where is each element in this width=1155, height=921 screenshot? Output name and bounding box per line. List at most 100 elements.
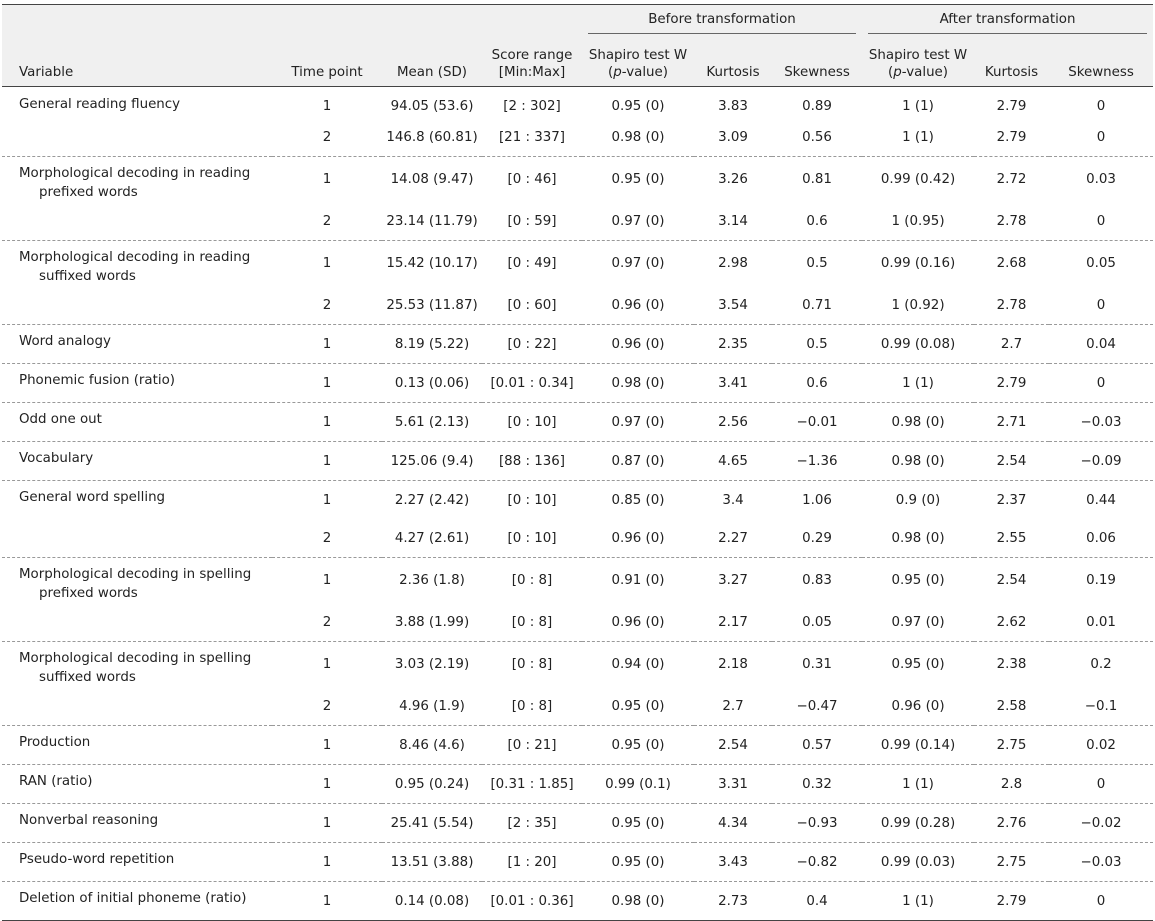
col-header-skewness-after: Skewness: [1049, 34, 1154, 87]
col-header-variable: Variable: [2, 34, 272, 87]
cell-score-range: [0.01 : 0.34]: [482, 363, 582, 403]
cell-time-point: 1: [272, 441, 382, 481]
cell-score-range: [88 : 136]: [482, 441, 582, 481]
cell-kurtosis-before: 4.34: [694, 803, 772, 843]
cell-variable: Morphological decoding in reading suffixe…: [2, 240, 272, 286]
table-body: General reading fluency 1 94.05 (53.6) [2 :…: [2, 87, 1154, 921]
cell-kurtosis-after: 2.71: [974, 402, 1050, 442]
cell-score-range: [2 : 302]: [503, 99, 561, 114]
cell-shapiro-before: 0.98 (0): [582, 363, 694, 403]
cell-skewness-before: −0.47: [796, 698, 838, 714]
cell-mean-sd: 0.13 (0.06): [382, 363, 482, 403]
cell-shapiro-before: 0.97 (0): [582, 402, 694, 442]
cell-skewness-before: 0.71: [802, 297, 832, 313]
cell-score-range: [0 : 10]: [482, 480, 582, 519]
cell-skewness-after: 0.01: [1086, 614, 1116, 630]
cell-shapiro-before: 0.96 (0): [611, 297, 665, 313]
cell-shapiro-before: 0.97 (0): [582, 240, 694, 286]
cell-skewness-before: 0.29: [802, 530, 832, 546]
cell-shapiro-after: 0.98 (0): [862, 402, 975, 442]
cell-time-point: 1: [272, 363, 382, 403]
cell-skewness-after: −0.03: [1049, 842, 1154, 882]
cell-time-point: 1: [322, 99, 332, 114]
cell-shapiro-before: 0.95 (0): [582, 156, 694, 202]
cell-shapiro-before: 0.87 (0): [582, 441, 694, 481]
cell-time-point: 1: [272, 803, 382, 843]
table-row: 2 3.88 (1.99) [0 : 8] 0.96 (0) 2.17 0.05 0.97 …: [2, 603, 1153, 642]
cell-variable: Nonverbal reasoning: [2, 803, 272, 843]
variable-label: RAN (ratio): [19, 774, 93, 789]
cell-time-point: 1: [272, 240, 382, 286]
table-row: Morphological decoding in reading prefixe…: [2, 156, 1154, 202]
cell-time-point: 1: [272, 842, 382, 882]
cell-variable: [2, 118, 272, 157]
cell-kurtosis-after: 2.68: [974, 240, 1050, 286]
table-row: Vocabulary 1 125.06 (9.4) [88 : 136] 0.87 (0…: [2, 441, 1154, 481]
cell-skewness-after: −0.09: [1049, 441, 1154, 481]
cell-shapiro-after: 0.99 (0.16): [862, 240, 975, 286]
cell-time-point: 1: [272, 557, 382, 603]
table-row: 2 23.14 (11.79) [0 : 59] 0.97 (0) 3.14 0.6 1 (…: [2, 202, 1153, 241]
cell-variable: Morphological decoding in spelling suffix…: [2, 641, 272, 687]
cell-kurtosis-after: 2.8: [974, 764, 1050, 804]
cell-skewness-before: 1.06: [772, 480, 863, 519]
variable-label: Deletion of initial phoneme (ratio): [19, 891, 247, 906]
cell-shapiro-after: 0.99 (0.42): [862, 156, 975, 202]
cell-skewness-before: 0.31: [772, 641, 863, 687]
cell-variable: Phonemic fusion (ratio): [2, 363, 272, 403]
cell-mean-sd: 94.05 (53.6): [390, 99, 474, 114]
table-row: 2 146.8 (60.81) [21 : 337] 0.98 (0) 3.09 0.56…: [2, 118, 1153, 157]
cell-skewness-before: 0.32: [772, 764, 863, 804]
cell-kurtosis-before: 2.73: [694, 881, 772, 921]
cell-skewness-after: 0.03: [1049, 156, 1154, 202]
cell-score-range: [0 : 8]: [482, 557, 582, 603]
cell-skewness-before: 0.4: [772, 881, 863, 921]
group-header-after: After transformation: [862, 4, 1154, 34]
cell-score-range: [0.01 : 0.36]: [482, 881, 582, 921]
cell-shapiro-before: 0.99 (0.1): [582, 764, 694, 804]
cell-skewness-before: −1.36: [772, 441, 863, 481]
cell-shapiro-before: 0.95 (0): [611, 698, 665, 714]
cell-mean-sd: 25.41 (5.54): [382, 803, 482, 843]
cell-kurtosis-after: 2.54: [974, 557, 1050, 603]
cell-kurtosis-after: 2.75: [974, 842, 1050, 882]
cell-mean-sd: 25.53 (11.87): [386, 297, 478, 313]
cell-mean-sd: 5.61 (2.13): [382, 402, 482, 442]
cell-mean-sd: 2.36 (1.8): [382, 557, 482, 603]
cell-time-point: 1: [272, 156, 382, 202]
cell-score-range: [0 : 10]: [507, 530, 557, 546]
cell-variable: [2, 519, 272, 558]
cell-skewness-after: 0: [1049, 363, 1154, 403]
cell-kurtosis-after: 2.78: [996, 213, 1027, 229]
cell-shapiro-before: 0.95 (0): [582, 725, 694, 765]
cell-score-range: [0 : 60]: [507, 297, 557, 313]
cell-mean-sd: 146.8 (60.81): [386, 129, 478, 145]
table-row: Production 1 8.46 (4.6) [0 : 21] 0.95 (0) 2.5…: [2, 725, 1154, 765]
cell-time-point: 1: [272, 324, 382, 364]
cell-variable: [2, 603, 272, 642]
variable-label: Pseudo-word repetition: [19, 852, 175, 867]
table-row: Word analogy 1 8.19 (5.22) [0 : 22] 0.96 (0)…: [2, 324, 1154, 364]
cell-kurtosis-after: 2.78: [996, 297, 1027, 313]
cell-score-range: [0 : 49]: [482, 240, 582, 286]
cell-shapiro-after: 0.99 (0.14): [862, 725, 975, 765]
cell-score-range: [0.31 : 1.85]: [482, 764, 582, 804]
cell-skewness-before: 0.83: [772, 557, 863, 603]
cell-skewness-after: 0: [1096, 213, 1106, 229]
cell-variable: Production: [2, 725, 272, 765]
cell-skewness-after: 0.05: [1049, 240, 1154, 286]
cell-shapiro-after: 0.9 (0): [862, 480, 975, 519]
cell-variable: [2, 202, 272, 241]
cell-score-range: [1 : 20]: [482, 842, 582, 882]
variable-label: Odd one out: [19, 412, 102, 427]
cell-time-point: 1: [272, 764, 382, 804]
cell-skewness-before: −0.82: [772, 842, 863, 882]
cell-shapiro-before: 0.98 (0): [582, 881, 694, 921]
cell-variable: Morphological decoding in spelling prefix…: [2, 557, 272, 603]
cell-skewness-before: 0.81: [772, 156, 863, 202]
cell-kurtosis-after: 2.54: [974, 441, 1050, 481]
cell-kurtosis-before: 3.83: [718, 99, 748, 114]
cell-kurtosis-after: 2.55: [996, 530, 1027, 546]
table-row: Morphological decoding in reading suffixe…: [2, 240, 1154, 286]
table-row: Deletion of initial phoneme (ratio) 1 0.14…: [2, 881, 1154, 921]
